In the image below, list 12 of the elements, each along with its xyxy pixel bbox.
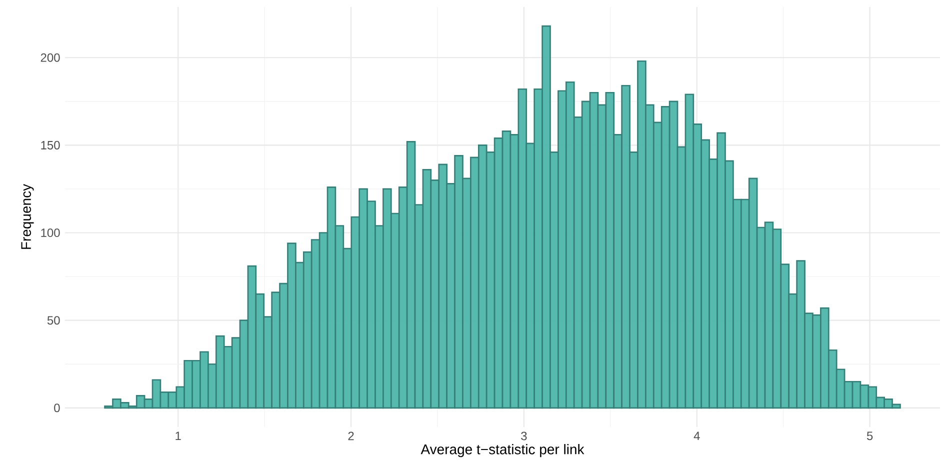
x-tick-label: 1: [176, 432, 181, 440]
x-tick-label: 3: [521, 432, 527, 440]
y-tick-label: 200: [40, 53, 60, 62]
y-tick-label: 150: [41, 140, 60, 150]
x-tick-label: 2: [348, 432, 354, 440]
x-tick-label: 5: [866, 432, 873, 440]
x-axis-title: Average t−statistic per link: [420, 444, 584, 458]
y-axis-title: Frequency: [21, 184, 34, 249]
y-tick-label: 50: [47, 316, 60, 325]
y-tick-label: 0: [54, 404, 60, 412]
x-tick-label: 4: [694, 432, 700, 440]
y-tick-label: 100: [41, 228, 60, 238]
